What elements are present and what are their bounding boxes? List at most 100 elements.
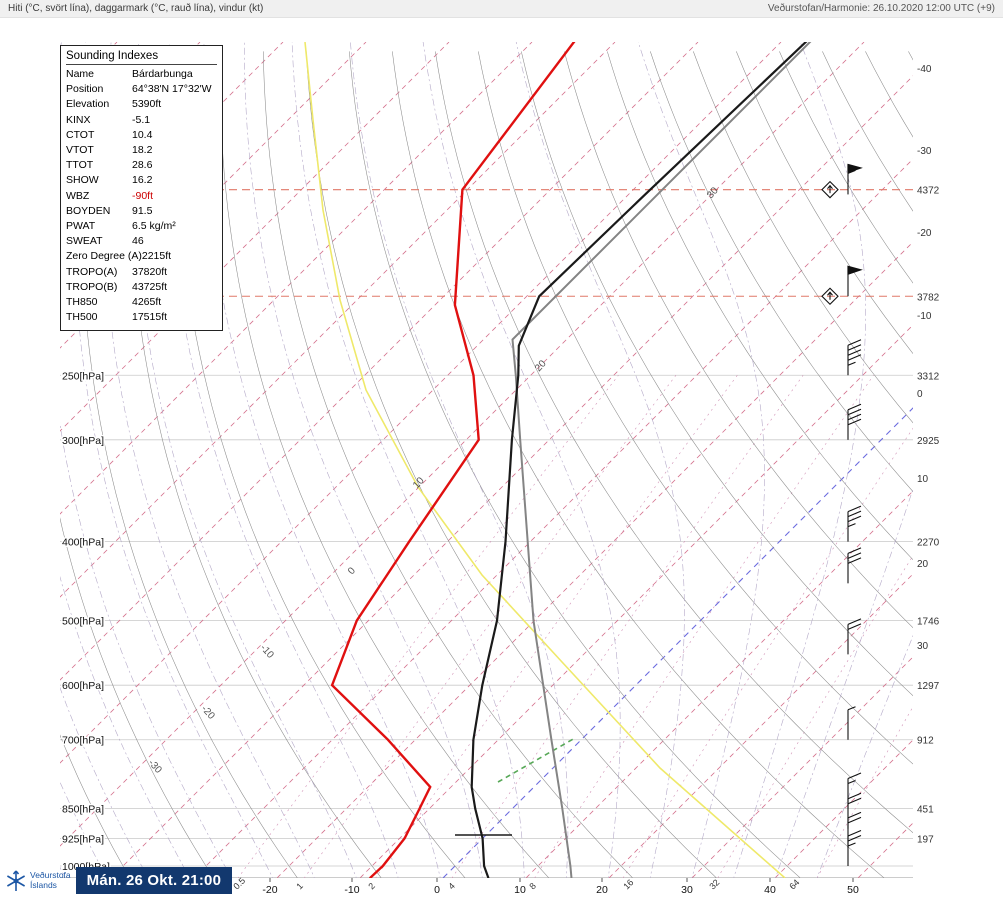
isotherm-line bbox=[857, 822, 913, 878]
isotherm-line bbox=[60, 42, 699, 681]
dry-adiabat-line bbox=[60, 734, 131, 878]
wind-barb-icon bbox=[847, 403, 862, 440]
mixing-ratio-line bbox=[237, 375, 619, 878]
pressure-axis-label: 250[hPa] bbox=[62, 370, 104, 382]
right-temp-label: -40 bbox=[917, 64, 932, 75]
index-label: VTOT bbox=[66, 144, 94, 157]
dry-adiabat-line bbox=[564, 51, 913, 629]
logo-line-1: Veðurstofa bbox=[30, 870, 71, 881]
bottom-temp-label: -20 bbox=[262, 884, 277, 896]
isotherm-line bbox=[359, 324, 913, 878]
mixing-ratio-line bbox=[816, 706, 913, 878]
right-height-label: 912 bbox=[917, 736, 934, 747]
adiabat-inline-label: -20 bbox=[199, 704, 217, 722]
pressure-axis-label: 400[hPa] bbox=[62, 537, 104, 549]
right-temp-label: 30 bbox=[917, 641, 929, 652]
isotherm-line bbox=[276, 241, 913, 878]
right-temp-label: -30 bbox=[917, 146, 932, 157]
bottom-temp-label: -10 bbox=[344, 884, 359, 896]
tropopause-height-label: 4372 bbox=[917, 186, 940, 197]
index-label: PWAT bbox=[66, 220, 96, 233]
index-label: SWEAT bbox=[66, 235, 103, 248]
dry-adiabat-line bbox=[349, 51, 801, 878]
moist-adiabat-line bbox=[350, 42, 569, 878]
right-height-label: 197 bbox=[917, 834, 934, 845]
zero-isotherm-line bbox=[442, 407, 913, 878]
adiabat-inline-label: 0 bbox=[346, 565, 358, 577]
isotherm-line bbox=[60, 42, 782, 764]
dry-adiabat-line bbox=[865, 51, 913, 138]
mixing-ratio-label: 8 bbox=[527, 881, 538, 892]
pressure-axis-label: 300[hPa] bbox=[62, 435, 104, 447]
index-value: 91.5 bbox=[132, 204, 153, 217]
legend-text: Hiti (°C, svört lína), daggarmark (°C, r… bbox=[8, 3, 264, 14]
right-temp-label: -20 bbox=[917, 228, 932, 239]
logo-line-2: Íslands bbox=[30, 879, 57, 890]
index-label: SHOW bbox=[66, 174, 99, 187]
moist-adiabat-line bbox=[422, 42, 621, 878]
index-value: 6.5 kg/m² bbox=[132, 220, 176, 233]
index-value: 37820ft bbox=[132, 265, 168, 278]
pressure-axis-label: 600[hPa] bbox=[62, 680, 104, 692]
right-height-label: 1746 bbox=[917, 617, 940, 628]
dry-adiabat-line bbox=[219, 51, 550, 878]
tropopause-height-label: 3782 bbox=[917, 292, 940, 303]
index-row: Name Bárdarbunga bbox=[66, 67, 217, 82]
green-reference-segment bbox=[497, 737, 576, 783]
index-row: SHOW 16.2 bbox=[66, 173, 217, 188]
index-label: CTOT bbox=[66, 128, 95, 141]
right-temp-label: -10 bbox=[917, 311, 932, 322]
index-value: 18.2 bbox=[132, 144, 153, 157]
index-label: TH500 bbox=[66, 311, 98, 324]
dry-adiabat-line bbox=[736, 51, 913, 354]
sounding-indexes-rows: Name Bárdarbunga Position 64°38'N 17°32'W El… bbox=[66, 67, 217, 325]
snowflake-logo-icon bbox=[6, 869, 26, 891]
index-value: 16.2 bbox=[132, 174, 153, 187]
header-bar: Hiti (°C, svört lína), daggarmark (°C, r… bbox=[0, 0, 1003, 18]
bottom-temp-label: 50 bbox=[847, 884, 859, 896]
isotherm-line bbox=[60, 42, 367, 349]
index-value: 28.6 bbox=[132, 159, 153, 172]
mixing-ratio-line bbox=[451, 375, 804, 878]
moist-adiabat-line bbox=[60, 42, 232, 878]
dry-adiabat-line bbox=[908, 51, 913, 61]
tropopause-marker-icon bbox=[821, 180, 839, 199]
index-label: TROPO(B) bbox=[66, 280, 118, 293]
mixing-ratio-line bbox=[534, 375, 874, 878]
yellow-reference-line bbox=[304, 42, 786, 878]
sounding-indexes-box: Sounding Indexes Name Bárdarbunga Position… bbox=[60, 45, 223, 332]
pressure-axis-label: 850[hPa] bbox=[62, 803, 104, 815]
right-height-label: 2925 bbox=[917, 436, 940, 447]
index-row: Zero Degree (A) 2215ft bbox=[66, 249, 217, 264]
index-value: 10.4 bbox=[132, 128, 153, 141]
index-label: KINX bbox=[66, 113, 91, 126]
dry-adiabat-line bbox=[392, 51, 885, 878]
sounding-indexes-title: Sounding Indexes bbox=[66, 50, 217, 65]
isotherm-line bbox=[110, 75, 913, 878]
mixing-ratio-line bbox=[622, 427, 913, 878]
index-label: Position bbox=[66, 83, 104, 96]
index-label: TTOT bbox=[66, 159, 94, 172]
moist-adiabat-line bbox=[816, 634, 913, 878]
index-value: -90ft bbox=[132, 189, 154, 202]
isotherm-line bbox=[60, 42, 450, 432]
moist-adiabat-line bbox=[60, 686, 149, 878]
index-label: TH850 bbox=[66, 296, 98, 309]
moist-adiabat-line bbox=[60, 866, 66, 878]
reference-profile-line bbox=[511, 42, 812, 878]
index-row: TH500 17515ft bbox=[66, 310, 217, 325]
isotherm-line bbox=[774, 739, 913, 878]
index-row: KINX -5.1 bbox=[66, 113, 217, 128]
index-value: 5390ft bbox=[132, 98, 162, 111]
isotherm-line bbox=[608, 573, 913, 878]
moist-adiabat-line bbox=[244, 42, 483, 878]
profile-lines bbox=[330, 42, 812, 878]
right-height-label: 2270 bbox=[917, 538, 940, 549]
bottom-temp-label: 20 bbox=[596, 884, 608, 896]
index-label: WBZ bbox=[66, 189, 90, 202]
dry-adiabat-line bbox=[822, 51, 913, 212]
logo-text: Veðurstofa Íslands bbox=[30, 870, 71, 890]
temperature-line bbox=[470, 42, 808, 878]
index-row: TROPO(A) 37820ft bbox=[66, 265, 217, 280]
pressure-axis-label: 925[hPa] bbox=[62, 833, 104, 845]
